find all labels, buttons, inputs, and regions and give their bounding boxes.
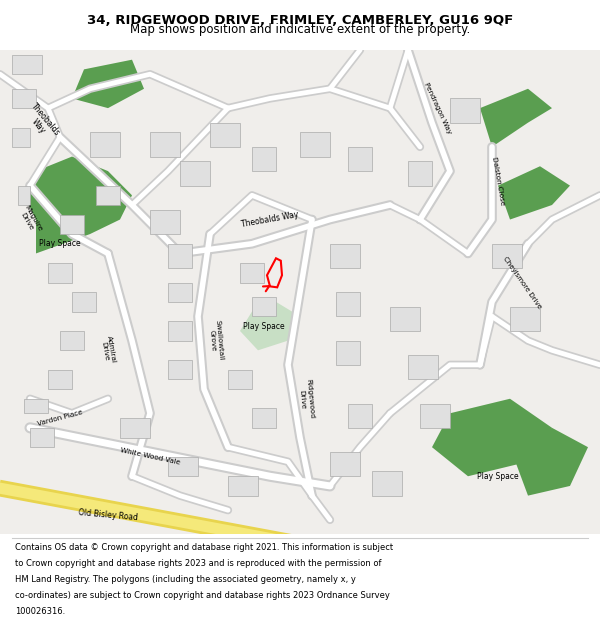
Polygon shape [228,369,252,389]
Text: 100026316.: 100026316. [15,607,65,616]
Text: Swallowtail
Grove: Swallowtail Grove [208,320,224,361]
Polygon shape [24,156,132,254]
Polygon shape [90,132,120,156]
Polygon shape [372,471,402,496]
Polygon shape [348,404,372,428]
Polygon shape [12,89,36,108]
Polygon shape [240,263,264,282]
Polygon shape [336,292,360,316]
Text: Theobalds
Way: Theobalds Way [22,101,62,144]
Polygon shape [18,186,30,205]
Polygon shape [336,341,360,365]
Polygon shape [300,132,330,156]
Polygon shape [168,282,192,302]
Polygon shape [150,210,180,234]
Polygon shape [120,418,150,437]
Text: HM Land Registry. The polygons (including the associated geometry, namely x, y: HM Land Registry. The polygons (includin… [15,575,356,584]
Polygon shape [498,166,570,219]
Polygon shape [168,244,192,268]
Polygon shape [30,428,54,448]
Polygon shape [12,55,42,74]
Text: Play Space: Play Space [243,322,285,331]
Text: Maguire
Drive: Maguire Drive [17,204,43,236]
Text: Pendragon Way: Pendragon Way [424,81,452,135]
Text: Admiral
Drive: Admiral Drive [99,336,117,365]
Text: White Wood Vale: White Wood Vale [119,448,181,466]
Polygon shape [480,89,552,147]
Polygon shape [408,161,432,186]
Polygon shape [510,428,588,496]
Polygon shape [48,263,72,282]
Polygon shape [72,292,96,311]
Polygon shape [450,98,480,122]
Polygon shape [168,457,198,476]
Polygon shape [168,321,192,341]
Polygon shape [390,307,420,331]
Polygon shape [180,161,210,186]
Polygon shape [252,297,276,316]
Polygon shape [72,59,144,108]
Polygon shape [432,399,552,476]
Polygon shape [24,399,48,413]
Polygon shape [96,186,120,205]
Polygon shape [252,409,276,428]
Polygon shape [168,360,192,379]
Text: Theobalds Way: Theobalds Way [241,210,299,229]
Polygon shape [510,307,540,331]
Polygon shape [60,331,84,350]
Polygon shape [48,369,72,389]
Text: Dalston Close: Dalston Close [491,156,505,206]
Text: Map shows position and indicative extent of the property.: Map shows position and indicative extent… [130,23,470,36]
Text: Ridgewood
Drive: Ridgewood Drive [298,378,314,419]
Polygon shape [12,127,30,147]
Polygon shape [348,147,372,171]
Text: co-ordinates) are subject to Crown copyright and database rights 2023 Ordnance S: co-ordinates) are subject to Crown copyr… [15,591,390,600]
Polygon shape [240,302,300,350]
Text: to Crown copyright and database rights 2023 and is reproduced with the permissio: to Crown copyright and database rights 2… [15,559,382,568]
Polygon shape [330,244,360,268]
Polygon shape [228,476,258,496]
Text: Play Space: Play Space [39,239,81,248]
Polygon shape [408,355,438,379]
Text: Play Space: Play Space [477,472,519,481]
Text: Cheylsmore Drive: Cheylsmore Drive [502,256,542,309]
Polygon shape [210,122,240,147]
Text: Old Bisley Road: Old Bisley Road [78,508,138,522]
Polygon shape [492,244,522,268]
Polygon shape [420,404,450,428]
Text: Vardon Place: Vardon Place [37,409,83,427]
Text: Contains OS data © Crown copyright and database right 2021. This information is : Contains OS data © Crown copyright and d… [15,543,393,552]
Text: 34, RIDGEWOOD DRIVE, FRIMLEY, CAMBERLEY, GU16 9QF: 34, RIDGEWOOD DRIVE, FRIMLEY, CAMBERLEY,… [87,14,513,27]
Polygon shape [60,214,84,234]
Polygon shape [150,132,180,156]
Polygon shape [252,147,276,171]
Polygon shape [330,452,360,476]
